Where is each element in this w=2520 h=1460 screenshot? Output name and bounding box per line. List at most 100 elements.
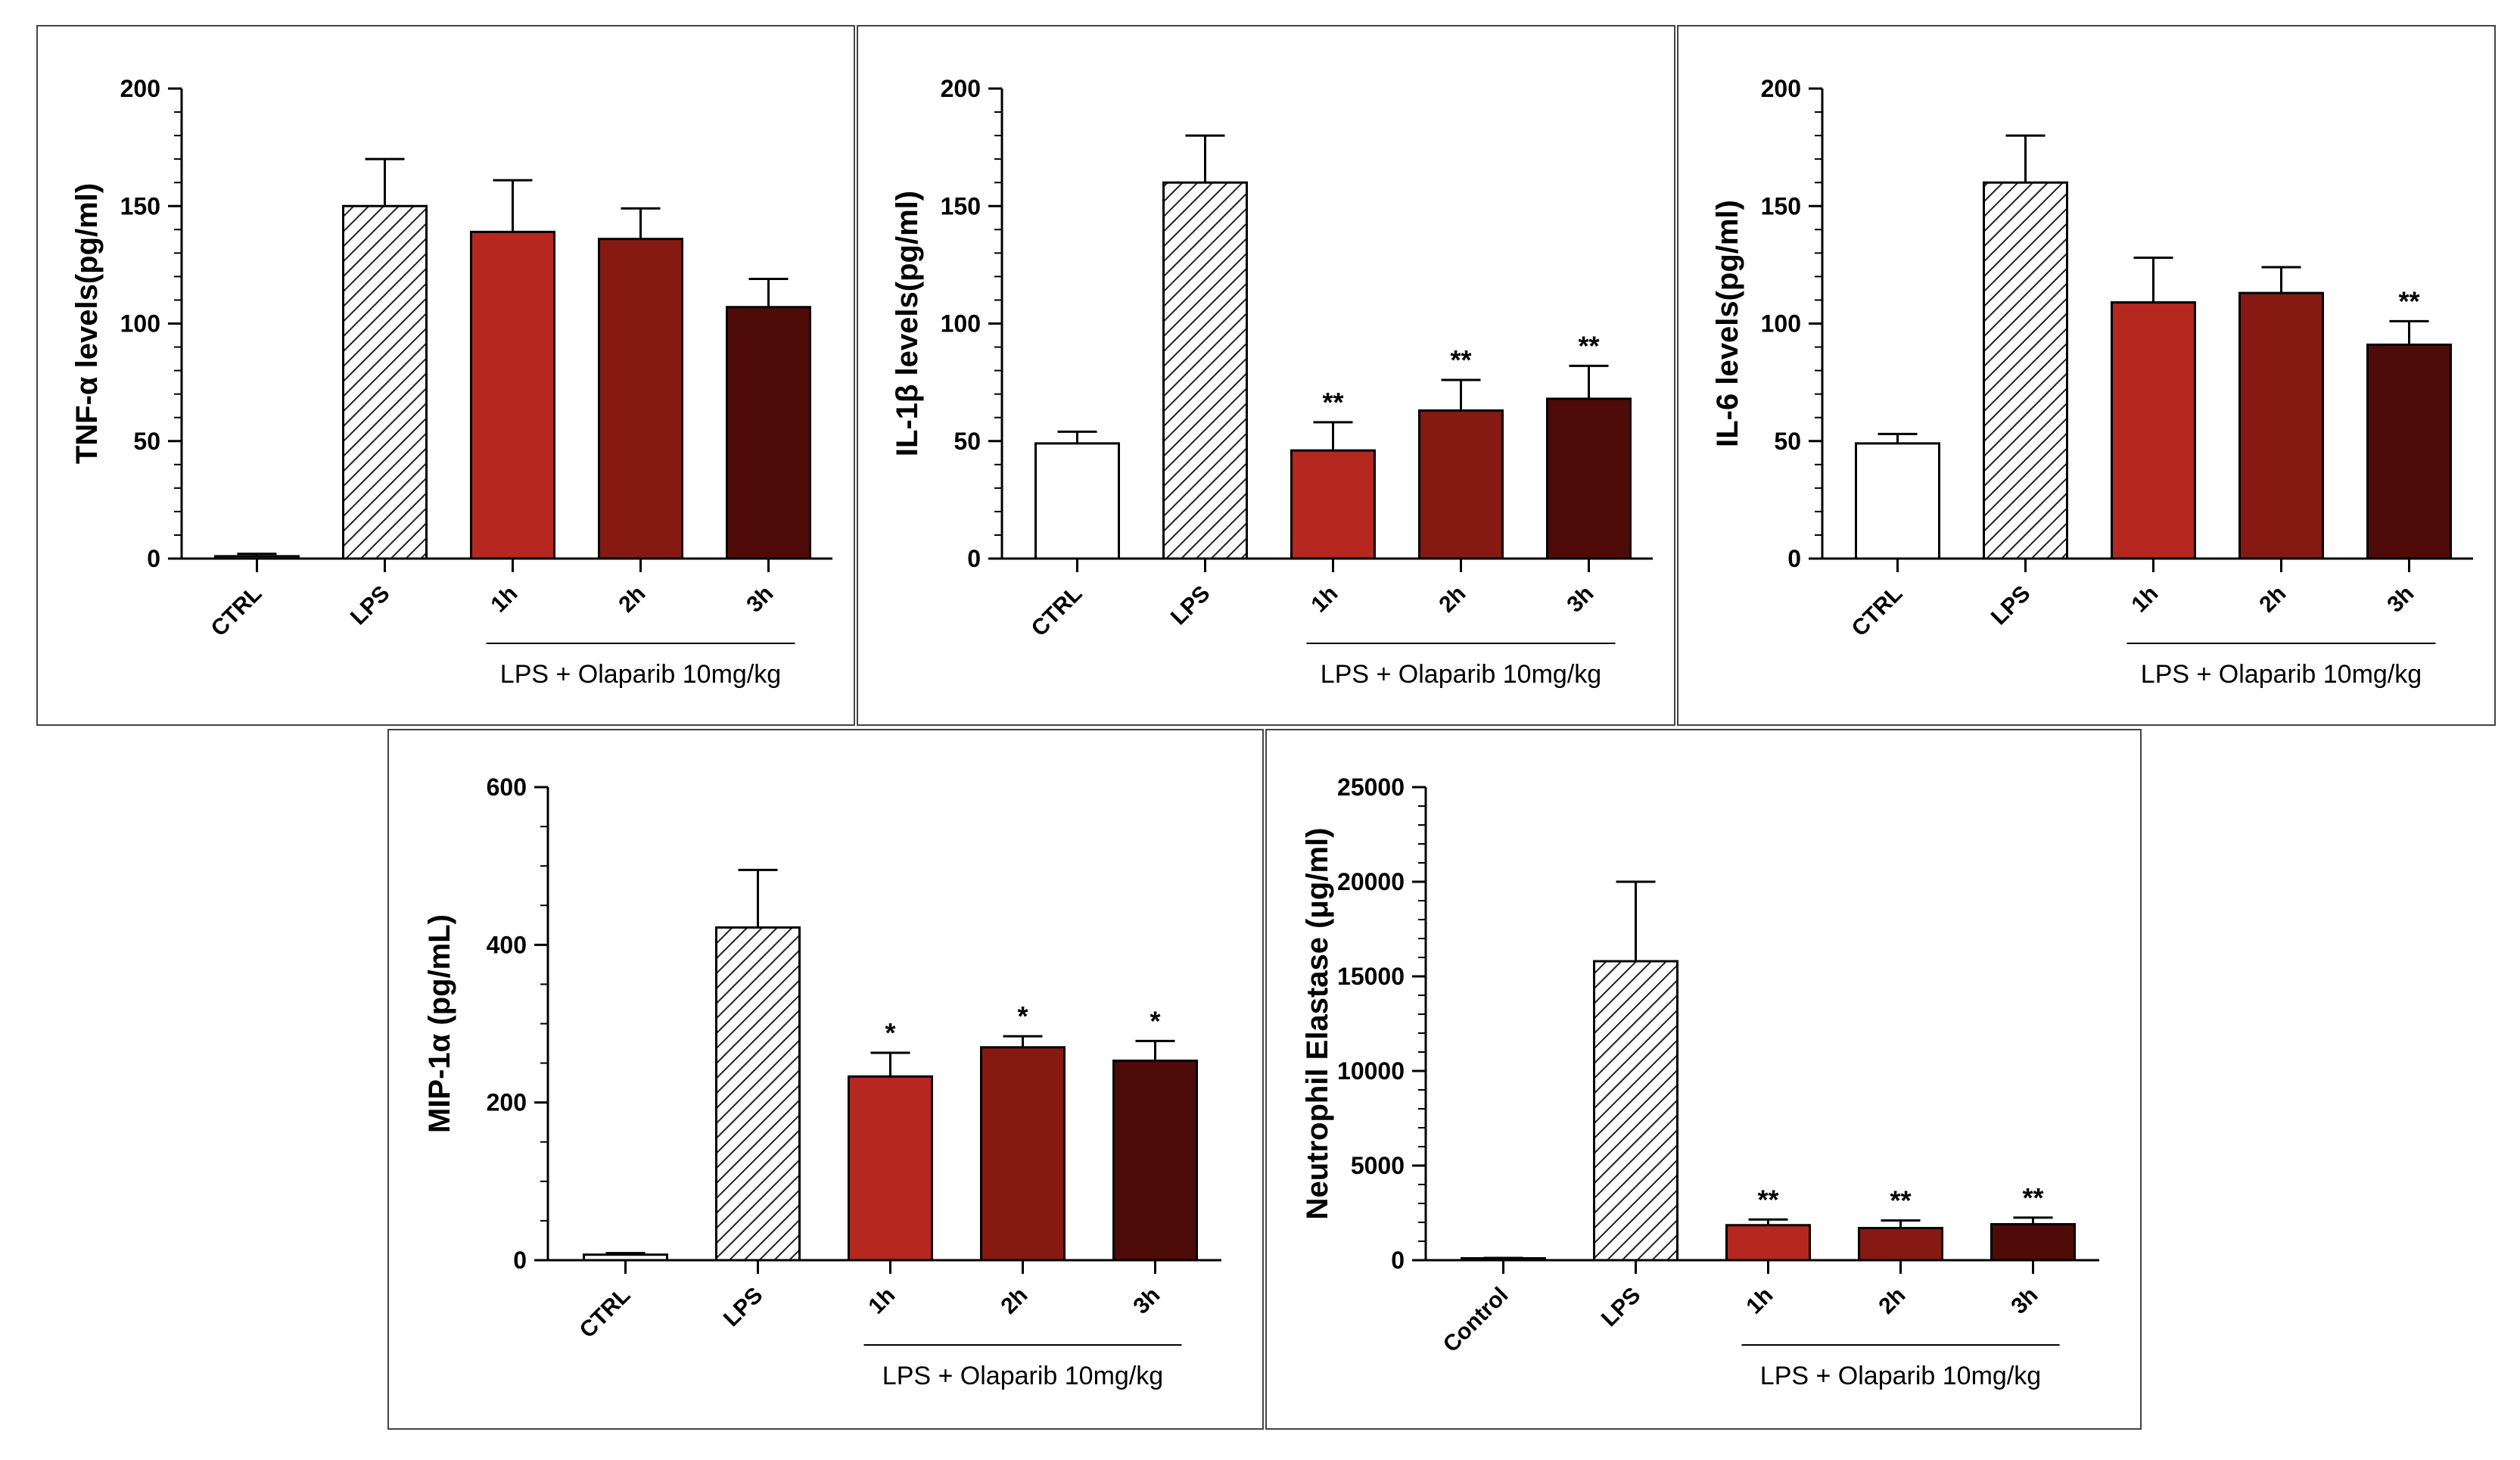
y-axis-label: Neutrophil Elastase (μg/ml) bbox=[1301, 828, 1334, 1220]
significance-mark: ** bbox=[1578, 330, 1599, 361]
chart-tnf: TNF-α levels(pg/ml) 0 50 100 150 200 CTRL LPS 1h… bbox=[70, 75, 832, 689]
y-tick-label: 20000 bbox=[1337, 868, 1405, 895]
bar-1h bbox=[1725, 1224, 1811, 1262]
group-label: LPS + Olaparib 10mg/kg bbox=[2141, 660, 2422, 689]
bar-3h bbox=[2366, 343, 2452, 560]
bar-3h bbox=[1990, 1223, 2076, 1262]
significance-mark: * bbox=[1017, 1001, 1028, 1032]
bar-lps bbox=[342, 204, 428, 560]
bar-ctrl bbox=[1034, 442, 1120, 560]
panel-mip1a: MIP-1α (pg/mL) 0 200 400 600 CTRL LPS * 1h * 2h * 3h… bbox=[387, 729, 1264, 1430]
bar-2h bbox=[2238, 291, 2324, 560]
y-tick-label: 100 bbox=[941, 310, 981, 338]
bar-1h bbox=[470, 230, 555, 560]
y-tick-label: 150 bbox=[1761, 192, 1801, 219]
y-tick-label: 200 bbox=[1761, 75, 1801, 102]
bar-1h bbox=[2111, 301, 2196, 560]
x-tick-label: CTRL bbox=[1027, 581, 1087, 642]
x-tick-label: 1h bbox=[863, 1283, 900, 1319]
bar-3h bbox=[1546, 397, 1632, 560]
x-tick-label: 3h bbox=[1562, 581, 1598, 618]
x-tick-label: 1h bbox=[486, 581, 522, 618]
x-tick-label: 2h bbox=[1874, 1283, 1910, 1319]
chart-il1b: IL-1β levels(pg/ml) 0 50 100 150 200 CTRL LPS **… bbox=[891, 75, 1653, 689]
x-tick-label: 2h bbox=[996, 1283, 1032, 1319]
x-tick-label: 3h bbox=[2006, 1283, 2042, 1319]
bar-2h bbox=[980, 1046, 1066, 1262]
panel-il6: IL-6 levels(pg/ml) 0 50 100 150 200 CTRL LPS 1h 2… bbox=[1677, 25, 2496, 726]
significance-mark: ** bbox=[1450, 344, 1471, 375]
x-tick-label: 1h bbox=[2126, 581, 2163, 618]
x-tick-label: 1h bbox=[1741, 1283, 1778, 1319]
y-tick-label: 0 bbox=[147, 545, 160, 572]
y-axis-label: TNF-α levels(pg/ml) bbox=[70, 183, 104, 464]
bar-2h bbox=[1858, 1227, 1943, 1262]
y-tick-label: 0 bbox=[1787, 545, 1801, 572]
y-tick-label: 0 bbox=[967, 545, 981, 572]
y-tick-label: 150 bbox=[941, 192, 981, 219]
x-tick-label: LPS bbox=[1597, 1283, 1646, 1332]
group-label: LPS + Olaparib 10mg/kg bbox=[1321, 660, 1601, 689]
x-tick-label: LPS bbox=[1166, 581, 1215, 630]
y-tick-label: 200 bbox=[941, 75, 981, 102]
x-tick-label: LPS bbox=[346, 581, 395, 630]
significance-mark: ** bbox=[1322, 387, 1343, 418]
panel-tnf: TNF-α levels(pg/ml) 0 50 100 150 200 CTRL LPS 1h… bbox=[36, 25, 855, 726]
chart-il6: IL-6 levels(pg/ml) 0 50 100 150 200 CTRL LPS 1h 2… bbox=[1711, 75, 2473, 689]
y-tick-label: 50 bbox=[1774, 428, 1801, 455]
bar-ctrl bbox=[1855, 442, 1940, 560]
bar-3h bbox=[726, 306, 811, 560]
bar-ctrl bbox=[214, 555, 300, 560]
y-tick-label: 400 bbox=[487, 931, 527, 958]
x-tick-label: 2h bbox=[614, 581, 650, 618]
bar-2h bbox=[598, 238, 683, 560]
panel-elastase: Neutrophil Elastase (μg/ml) 0 5000 10000 150… bbox=[1265, 729, 2142, 1430]
x-tick-label: 3h bbox=[1128, 1283, 1165, 1319]
y-axis-label: IL-6 levels(pg/ml) bbox=[1711, 200, 1744, 447]
y-tick-label: 50 bbox=[133, 428, 160, 455]
x-tick-label: 2h bbox=[1434, 581, 1470, 618]
x-tick-label: CTRL bbox=[1847, 581, 1908, 642]
significance-mark: * bbox=[1150, 1005, 1160, 1036]
significance-mark: ** bbox=[2398, 285, 2419, 316]
x-tick-label: 3h bbox=[2382, 581, 2419, 618]
chart-mip1a: MIP-1α (pg/mL) 0 200 400 600 CTRL LPS * 1h * 2h * 3h… bbox=[423, 774, 1221, 1390]
x-tick-label: 3h bbox=[742, 581, 778, 618]
y-tick-label: 200 bbox=[120, 75, 160, 102]
group-label: LPS + Olaparib 10mg/kg bbox=[1760, 1362, 2041, 1390]
group-label: LPS + Olaparib 10mg/kg bbox=[882, 1362, 1163, 1390]
x-tick-label: 2h bbox=[2254, 581, 2291, 618]
y-tick-label: 25000 bbox=[1337, 774, 1405, 801]
bar-lps bbox=[715, 926, 801, 1262]
y-tick-label: 200 bbox=[487, 1089, 527, 1116]
significance-mark: ** bbox=[1757, 1184, 1778, 1215]
significance-mark: * bbox=[885, 1017, 895, 1048]
x-tick-label: Control bbox=[1439, 1283, 1514, 1358]
bar-2h bbox=[1418, 409, 1504, 560]
y-tick-label: 100 bbox=[1761, 310, 1801, 338]
y-tick-label: 0 bbox=[513, 1247, 527, 1274]
y-tick-label: 150 bbox=[120, 192, 160, 219]
y-axis-label: IL-1β levels(pg/ml) bbox=[891, 191, 924, 456]
bar-lps bbox=[1162, 181, 1248, 560]
bar-3h bbox=[1112, 1059, 1198, 1262]
bar-lps bbox=[1593, 960, 1678, 1262]
y-tick-label: 50 bbox=[954, 428, 981, 455]
bar-1h bbox=[848, 1075, 933, 1262]
y-tick-label: 600 bbox=[487, 774, 527, 801]
x-tick-label: CTRL bbox=[575, 1283, 636, 1343]
y-tick-label: 100 bbox=[120, 310, 160, 338]
x-tick-label: 1h bbox=[1306, 581, 1342, 618]
bar-ctrl bbox=[583, 1253, 668, 1262]
x-tick-label: LPS bbox=[1986, 581, 2036, 630]
y-axis-label: MIP-1α (pg/mL) bbox=[423, 914, 456, 1133]
chart-elastase: Neutrophil Elastase (μg/ml) 0 5000 10000 150… bbox=[1301, 774, 2099, 1390]
y-tick-label: 5000 bbox=[1351, 1152, 1405, 1179]
bar-1h bbox=[1290, 449, 1376, 560]
y-tick-label: 0 bbox=[1391, 1247, 1405, 1274]
group-label: LPS + Olaparib 10mg/kg bbox=[500, 660, 781, 689]
bar-lps bbox=[1983, 181, 2068, 560]
x-tick-label: LPS bbox=[719, 1283, 768, 1332]
x-tick-label: CTRL bbox=[207, 581, 267, 642]
significance-mark: ** bbox=[2022, 1182, 2043, 1213]
